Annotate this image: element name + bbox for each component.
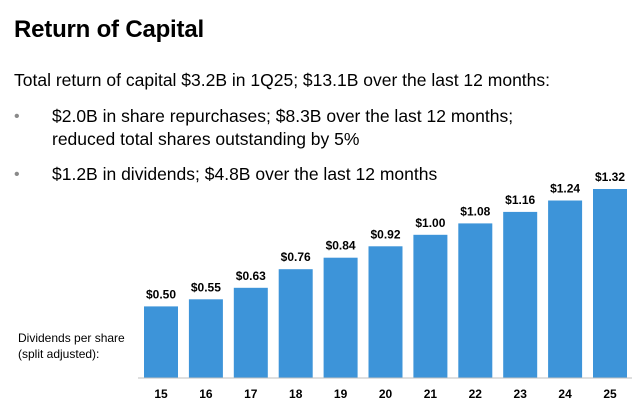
x-tick-label-24: 24 [558, 387, 572, 401]
bar-16 [188, 299, 223, 379]
bar-25 [593, 189, 627, 378]
x-tick-label-16: 16 [199, 387, 213, 401]
bullet-marker: • [14, 108, 20, 125]
bar-17 [233, 287, 268, 378]
return-summary: Total return of capital $3.2B in 1Q25; $… [14, 70, 551, 90]
x-tick-label-18: 18 [289, 387, 303, 401]
bars-layer [144, 189, 627, 379]
x-tick-label-19: 19 [334, 387, 348, 401]
bullet-line: reduced total shares outstanding by 5% [52, 129, 360, 149]
x-tick-label-17: 17 [244, 387, 258, 401]
data-label-16: $0.55 [191, 280, 221, 294]
bar-22 [458, 223, 493, 378]
bullet-text: $1.2B in dividends; $4.8B over the last … [52, 163, 437, 186]
bar-21 [413, 234, 448, 378]
data-label-15: $0.50 [146, 287, 176, 301]
x-tick-label-25: 25 [603, 387, 617, 401]
bullet-marker: • [14, 166, 20, 183]
y-axis-caption: Dividends per share (split adjusted): [18, 330, 125, 362]
data-label-24: $1.24 [550, 182, 580, 196]
x-tick-label-22: 22 [469, 387, 483, 401]
data-label-18: $0.76 [281, 250, 311, 264]
bar-19 [323, 257, 358, 378]
bar-24 [548, 200, 583, 378]
data-labels-layer: $0.50 $0.55 $0.63 $0.76 $0.84 $0.92 $1.00 $1.08… [146, 170, 625, 301]
slide-title: Return of Capital [14, 16, 204, 43]
data-label-20: $0.92 [370, 227, 400, 241]
x-tick-label-15: 15 [154, 387, 168, 401]
data-label-19: $0.84 [326, 239, 356, 253]
bullet-line: $2.0B in share repurchases; $8.3B over t… [52, 106, 514, 126]
bullet-line: $1.2B in dividends; $4.8B over the last … [52, 164, 438, 184]
x-tick-labels-layer: 15 16 17 18 19 20 21 22 23 24 25 [154, 387, 617, 401]
x-tick-label-23: 23 [514, 387, 528, 401]
data-label-17: $0.63 [236, 269, 266, 283]
x-tick-label-20: 20 [379, 387, 393, 401]
x-tick-label-21: 21 [424, 387, 438, 401]
data-label-25: $1.32 [595, 170, 625, 184]
data-label-21: $1.00 [415, 216, 445, 230]
bar-18 [278, 269, 313, 378]
bar-15 [144, 306, 178, 378]
bar-20 [368, 246, 403, 378]
data-label-22: $1.08 [460, 204, 490, 218]
y-axis-caption-line: Dividends per share [18, 331, 125, 345]
bullet-text: $2.0B in share repurchases; $8.3B over t… [52, 105, 513, 151]
y-axis-caption-line: (split adjusted): [18, 347, 100, 361]
bar-23 [503, 211, 538, 378]
data-label-23: $1.16 [505, 193, 535, 207]
